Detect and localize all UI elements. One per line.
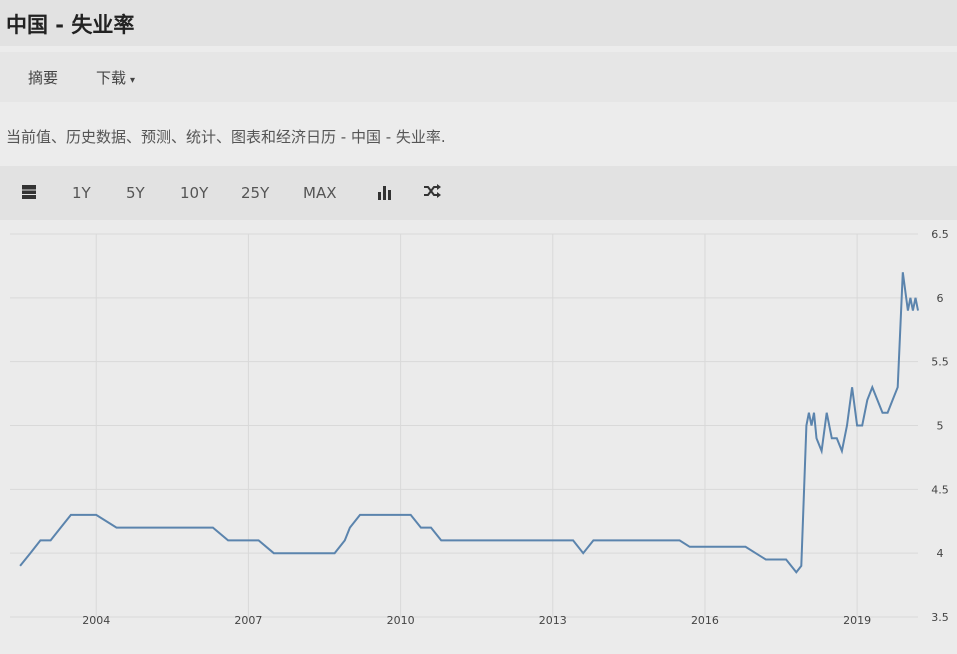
x-tick-label: 2013	[539, 614, 567, 627]
y-tick-label: 6	[937, 292, 944, 305]
y-tick-label: 3.5	[931, 611, 949, 624]
table-icon[interactable]	[22, 185, 36, 203]
tab-summary[interactable]: 摘要	[28, 69, 59, 87]
title-bar: 中国 - 失业率	[0, 0, 957, 46]
x-tick-label: 2007	[234, 614, 262, 627]
chart-toolbar: 1Y 5Y 10Y 25Y MAX	[0, 166, 957, 220]
chevron-down-icon: ▾	[130, 75, 136, 86]
y-tick-label: 6.5	[931, 228, 949, 241]
y-tick-label: 5	[937, 420, 944, 433]
y-tick-label: 4.5	[931, 483, 949, 496]
bar-chart-icon[interactable]	[377, 184, 393, 204]
x-tick-label: 2019	[843, 614, 871, 627]
tab-download[interactable]: 下载 ▾	[96, 67, 135, 88]
page-description: 当前值、历史数据、预测、统计、图表和经济日历 - 中国 - 失业率.	[6, 128, 446, 146]
x-tick-label: 2010	[387, 614, 415, 627]
y-tick-label: 5.5	[931, 356, 949, 369]
unemployment-line-chart: 3.5 4 4.5 5 5.5 6 6.5 2004 2007 2010 2013 2016 2019	[10, 228, 949, 627]
range-25y-button[interactable]: 25Y	[241, 184, 270, 202]
series-line	[19, 272, 919, 574]
x-tick-label: 2004	[82, 614, 110, 627]
range-10y-button[interactable]: 10Y	[180, 184, 209, 202]
chart-panel: 3.5 4 4.5 5 5.5 6 6.5 2004 2007 2010 2013 2016 2019	[0, 220, 957, 650]
range-5y-button[interactable]: 5Y	[126, 184, 145, 202]
y-tick-label: 4	[937, 547, 944, 560]
x-tick-label: 2016	[691, 614, 719, 627]
range-1y-button[interactable]: 1Y	[72, 184, 91, 202]
page-title: 中国 - 失业率	[6, 13, 135, 37]
tab-download-label: 下载	[96, 69, 127, 87]
tabs-bar: 摘要 下载 ▾	[0, 52, 957, 102]
shuffle-icon[interactable]	[423, 184, 441, 202]
range-max-button[interactable]: MAX	[303, 184, 337, 202]
